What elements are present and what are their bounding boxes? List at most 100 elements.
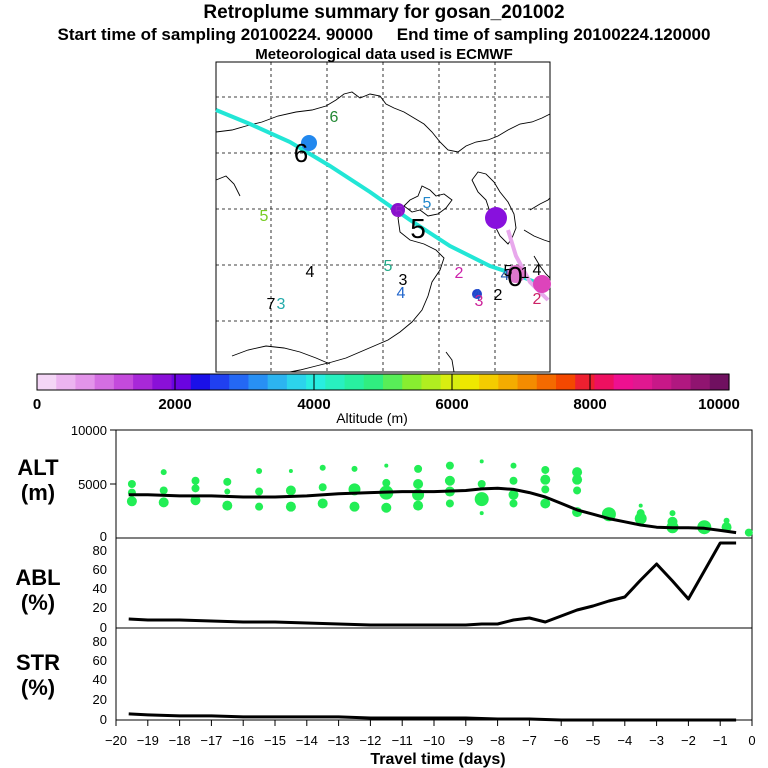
map-label: 2 [533,291,542,308]
colorbar-segment [325,374,346,390]
colorbar-segment [709,374,730,390]
str-y-ticks: 0 20 40 60 80 [93,634,107,727]
altitude-point [540,474,551,485]
map-label: 2 [455,265,464,282]
colorbar-segment [556,374,576,390]
abl-panel-unit: (%) [21,590,55,615]
alt-y-ticks: 0 5000 10000 [71,423,116,544]
colorbar-segment [575,374,596,390]
altitude-point [191,476,200,485]
str-y-tick-label: 60 [93,653,107,668]
str-panel-frame [115,627,753,721]
altitude-point [413,500,424,511]
plume-centroid [301,135,317,151]
altitude-point [381,502,392,513]
colorbar-segment [171,374,192,390]
alt-panel-frame [115,429,753,539]
altitude-point [317,498,328,509]
map-label: 5 [410,213,426,244]
abl-y-tick-label: 60 [93,562,107,577]
x-tick-label: −6 [554,733,569,748]
map-label: 4 [533,262,542,279]
map-label: 4 [501,267,510,284]
map-label: 2 [494,287,503,304]
coastline-korea [471,171,517,245]
str-plot [128,712,737,722]
colorbar-segment [37,374,57,390]
map-label: 6 [330,109,339,126]
map-label: 4 [397,285,406,302]
sampling-times: Start time of sampling 20100224. 90000 E… [0,25,768,45]
abl-y-tick-label: 80 [93,543,107,558]
altitude-point [223,477,232,486]
str-y-tick-label: 80 [93,634,107,649]
colorbar-segment [248,374,269,390]
colorbar-segment [594,374,615,390]
map-label: 5 [260,208,269,225]
map-label: 3 [399,272,408,289]
colorbar-segment [536,374,557,390]
abl-panel-label: ABL [15,565,60,590]
altitude-point [541,465,550,474]
colorbar-tick-labels: 0 2000 4000 6000 8000 10000 [33,396,740,413]
plume-centroid [507,265,525,283]
x-tick-label: −9 [458,733,473,748]
str-y-tick-label: 20 [93,692,107,707]
map-label: 4 [473,287,482,304]
altitude-point [509,476,518,485]
colorbar-label: Altitude (m) [336,410,408,426]
colorbar-segment [671,374,692,390]
altitude-point [285,501,296,512]
coastline-china-east [289,205,445,373]
x-tick-label: −8 [490,733,505,748]
altitude-point [572,467,583,478]
altitude-point [158,497,169,508]
altitude-point [508,489,519,500]
x-tick-label: −7 [522,733,537,748]
colorbar-segment [190,374,211,390]
alt-y-tick-label: 5000 [78,477,107,492]
colorbar-segment [210,374,230,390]
x-tick-label: −3 [649,733,664,748]
colorbar-segments [37,374,730,390]
x-tick-label: −15 [264,733,286,748]
altitude-point [285,485,296,496]
altitude-point [573,486,582,495]
altitude-point [255,502,264,511]
plume-centroid [472,289,482,299]
colorbar-segment [267,374,288,390]
colorbar-segment [440,374,461,390]
altitude-point [224,488,231,495]
altitude-point [510,462,517,469]
colorbar-segment [632,374,653,390]
altitude-point [255,487,264,496]
altitude-point [288,469,293,474]
colorbar-segment [56,374,77,390]
altitude-point [414,464,423,473]
alt-y-tick-label: 10000 [71,423,107,438]
colorbar-segment [363,374,384,390]
colorbar-segment [229,374,250,390]
alt-panel-label: ALT [17,455,59,480]
colorbar-tick-label: 0 [33,396,41,413]
altitude-point [479,511,484,516]
x-tick-label: −10 [423,733,445,748]
altitude-point [319,464,326,471]
colorbar-segment [133,374,153,390]
plume-centroids [301,135,551,299]
x-tick-label: −18 [169,733,191,748]
colorbar-frame [36,373,730,391]
end-time-label: End time of sampling 20100224.120000 [396,25,711,44]
map-label: 3 [475,293,484,310]
x-tick-label: −4 [617,733,632,748]
altitude-point [541,485,550,494]
abl-y-tick-label: 0 [100,620,107,635]
altitude-point [351,465,358,472]
str-y-tick-label: 40 [93,672,107,687]
altitude-point [126,496,137,507]
abl-y-tick-label: 20 [93,600,107,615]
border-west [215,175,241,197]
plume-centroid [485,207,507,229]
colorbar-segment [498,374,519,390]
